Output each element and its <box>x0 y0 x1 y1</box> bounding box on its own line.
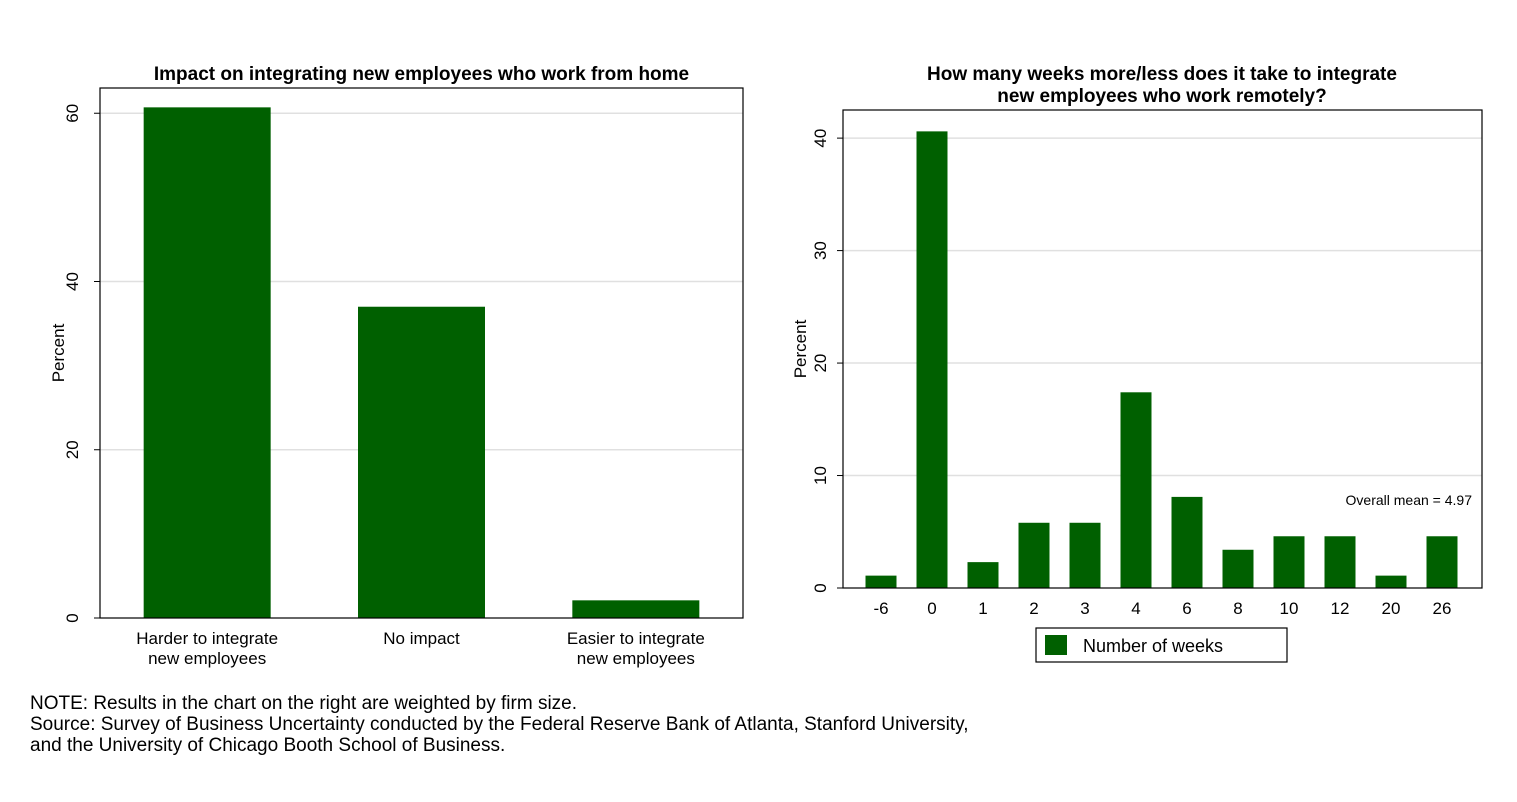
note-line: NOTE: Results in the chart on the right … <box>30 693 578 714</box>
y-tick-label: 0 <box>811 583 830 592</box>
y-tick-label: 60 <box>63 104 82 123</box>
x-tick-label: 26 <box>1433 599 1452 618</box>
y-tick-label: 40 <box>811 129 830 148</box>
x-tick-label: 20 <box>1382 599 1401 618</box>
x-tick-label: 1 <box>978 599 987 618</box>
x-tick-label: 3 <box>1080 599 1089 618</box>
bar <box>967 562 999 588</box>
bar <box>916 131 948 588</box>
legend-label: Number of weeks <box>1083 636 1223 656</box>
x-tick-label: 8 <box>1233 599 1242 618</box>
y-tick-label: 20 <box>811 354 830 373</box>
bar <box>865 575 897 588</box>
y-tick-label: 10 <box>811 466 830 485</box>
x-tick-label: 10 <box>1280 599 1299 618</box>
source-line: Source: Survey of Business Uncertainty c… <box>30 714 969 735</box>
bar <box>1171 496 1203 588</box>
x-tick-label: 6 <box>1182 599 1191 618</box>
bar <box>1324 536 1356 588</box>
y-axis-label: Percent <box>49 323 68 382</box>
chart-title: Impact on integrating new employees who … <box>154 64 689 85</box>
bar <box>358 306 485 618</box>
bar <box>1018 522 1050 588</box>
x-tick-label: 2 <box>1029 599 1038 618</box>
plot-frame <box>842 109 1483 589</box>
plot-frame <box>99 87 744 619</box>
bar <box>143 107 271 618</box>
chart-title: new employees who work remotely? <box>997 86 1326 107</box>
bar <box>1273 536 1305 588</box>
x-tick-label: 12 <box>1331 599 1350 618</box>
y-tick-label: 30 <box>811 241 830 260</box>
bar <box>1375 575 1407 588</box>
y-axis-label: Percent <box>791 319 810 378</box>
x-tick-label: No impact <box>383 629 460 648</box>
bar <box>1222 549 1254 588</box>
x-tick-label: new employees <box>148 649 266 668</box>
legend-swatch <box>1045 635 1067 655</box>
bar <box>1120 392 1152 588</box>
y-tick-label: 40 <box>63 272 82 291</box>
x-tick-label: -6 <box>873 599 888 618</box>
x-tick-label: new employees <box>577 649 695 668</box>
source-line: and the University of Chicago Booth Scho… <box>30 735 506 756</box>
bar <box>1069 522 1101 588</box>
legend-box <box>1035 627 1288 663</box>
x-tick-label: 0 <box>927 599 936 618</box>
bar <box>572 600 700 618</box>
footnote: NOTE: Results in the chart on the right … <box>30 693 969 756</box>
bar <box>1426 536 1458 588</box>
x-tick-label: Harder to integrate <box>136 629 278 648</box>
x-tick-label: Easier to integrate <box>567 629 705 648</box>
x-tick-label: 4 <box>1131 599 1140 618</box>
chart-title: How many weeks more/less does it take to… <box>927 64 1397 85</box>
y-tick-label: 0 <box>63 613 82 622</box>
mean-annotation: Overall mean = 4.97 <box>1346 492 1473 508</box>
y-tick-label: 20 <box>63 440 82 459</box>
